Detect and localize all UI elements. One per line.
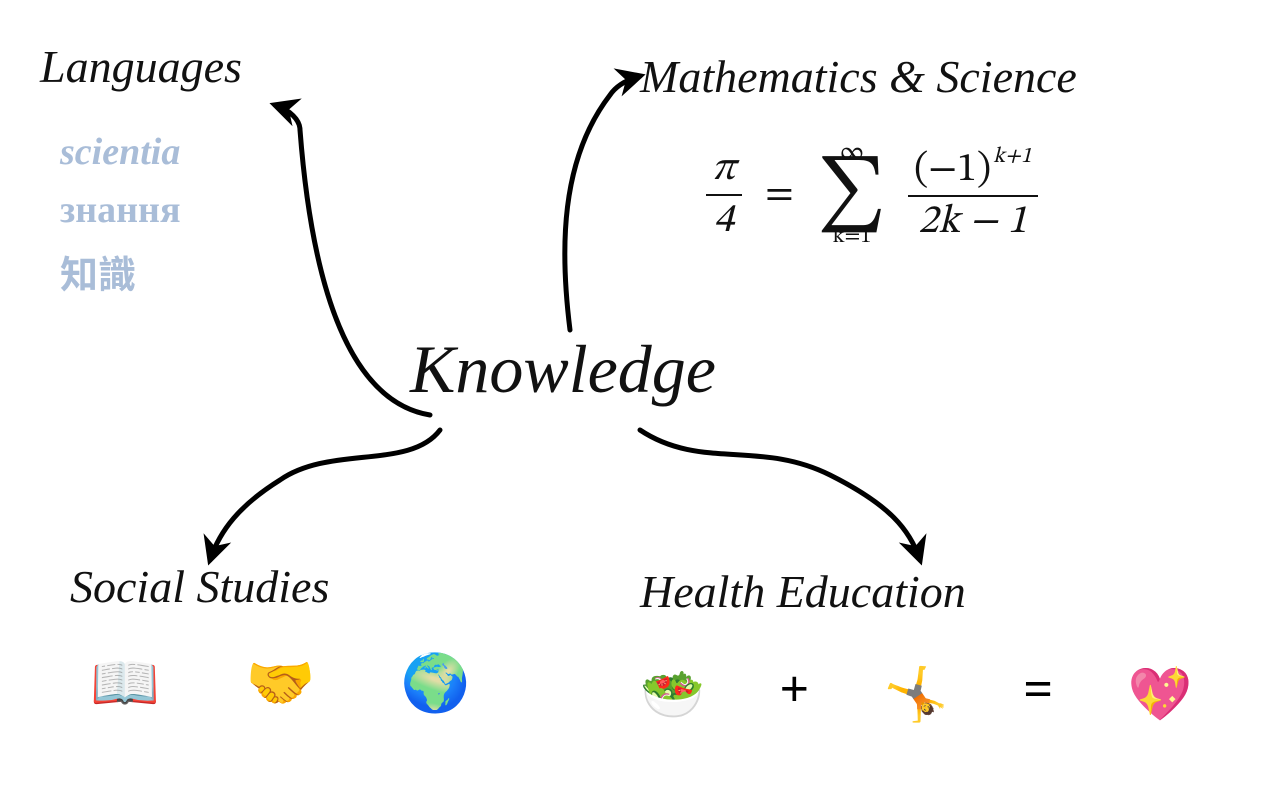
branch-math-title: Mathematics & Science xyxy=(640,50,1077,103)
health-equation: 🥗 + 🤸 = 💖 xyxy=(640,660,1193,725)
health-eq-right: 💖 xyxy=(1128,664,1193,725)
sigma-symbol: ∑ xyxy=(817,166,886,225)
branch-social-title: Social Studies xyxy=(70,560,329,613)
knowledge-diagram: Knowledge Languages scientia знання 知識 Mat… xyxy=(0,0,1273,787)
social-studies-icons: 📖 🤝 🌍 xyxy=(90,650,479,716)
equals-sign: = xyxy=(765,175,794,215)
arrow-to-math xyxy=(565,76,640,330)
formula-rhs-den: 2k − 1 xyxy=(908,195,1038,247)
health-eq-left: 🥗 xyxy=(640,664,705,725)
arrow-to-languages xyxy=(275,105,430,415)
branch-languages-title: Languages xyxy=(40,40,242,93)
equals-sign-health: = xyxy=(1023,661,1053,718)
plus-sign: + xyxy=(780,661,810,718)
language-word-0: scientia xyxy=(60,130,180,174)
health-eq-mid: 🤸 xyxy=(884,664,949,725)
language-word-1: знання xyxy=(60,188,181,232)
formula-lhs-num: π xyxy=(706,144,742,194)
formula-lhs-den: 4 xyxy=(706,194,742,246)
central-node: Knowledge xyxy=(410,330,716,409)
arrow-to-health xyxy=(640,430,920,560)
leibniz-formula: π 4 = ∞ ∑ k=1 (−1)k+1 2k − 1 xyxy=(700,140,1044,249)
arrow-to-social xyxy=(210,430,440,560)
formula-rhs-num: (−1)k+1 xyxy=(908,143,1038,195)
language-word-2: 知識 xyxy=(60,244,136,299)
branch-health-title: Health Education xyxy=(640,565,966,618)
